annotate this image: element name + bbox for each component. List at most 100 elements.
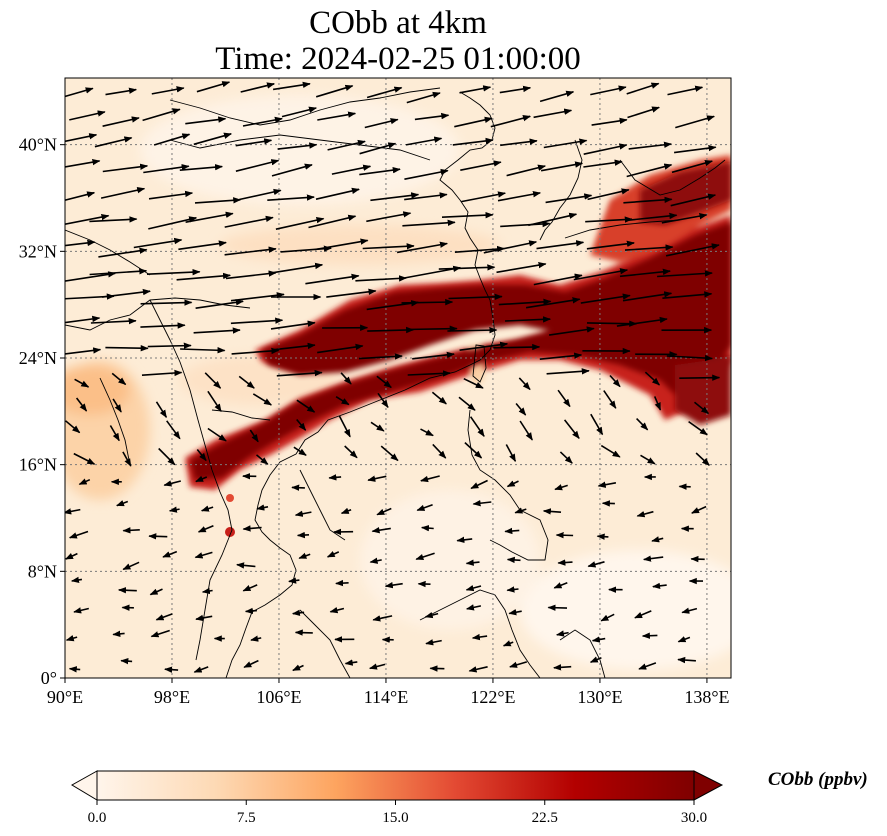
wind-arrow: [514, 507, 527, 514]
wind-arrow: [335, 396, 350, 406]
wind-arrow: [230, 317, 284, 325]
wind-arrow: [155, 613, 173, 621]
wind-arrow: [554, 484, 568, 491]
coastlines: [65, 87, 726, 678]
wind-arrow: [677, 656, 696, 664]
wind-arrow: [148, 533, 168, 540]
wind-arrow: [547, 604, 568, 611]
wind-arrow: [164, 666, 179, 673]
wind-arrow: [590, 413, 604, 436]
wind-arrow: [555, 532, 574, 539]
wind-arrow: [377, 392, 389, 409]
wind-arrow: [460, 160, 502, 171]
wind-arrow: [518, 377, 531, 391]
lon-tick-label: 98°E: [154, 687, 190, 707]
wind-arrow: [146, 268, 201, 276]
wind-arrow: [691, 505, 707, 514]
wind-arrow: [376, 375, 392, 389]
wind-arrow: [404, 192, 448, 201]
wind-arrow: [355, 275, 407, 282]
wind-arrow: [657, 270, 713, 278]
colorbar: 0.0 7.5 15.0 22.5 30.0: [71, 770, 724, 826]
wind-arrow: [65, 508, 81, 515]
lat-tick-label: 8°N: [28, 561, 57, 581]
wind-arrow: [600, 444, 621, 458]
wind-arrow: [464, 442, 483, 459]
wind-arrow: [224, 246, 277, 256]
wind-arrow: [359, 142, 397, 155]
wind-arrow: [366, 211, 412, 223]
wind-vector-field: [65, 81, 721, 673]
wind-arrow: [412, 351, 455, 360]
wind-arrow: [194, 551, 213, 559]
wind-arrow: [627, 106, 660, 119]
wind-arrow: [225, 270, 277, 280]
wind-arrow: [638, 662, 657, 670]
wind-arrow: [616, 316, 668, 327]
wind-arrow: [151, 86, 185, 95]
wind-arrow: [249, 429, 259, 443]
wind-arrow: [163, 480, 181, 487]
wind-arrow: [490, 115, 531, 128]
wind-arrow: [420, 428, 434, 437]
wind-arrow: [497, 191, 541, 202]
wind-arrow: [459, 85, 492, 94]
wind-arrow: [193, 132, 232, 146]
wind-arrow: [644, 371, 660, 386]
wind-arrow: [314, 238, 369, 251]
colorbar-ticks: 0.0 7.5 15.0 22.5 30.0: [88, 800, 707, 826]
wind-arrow: [458, 396, 476, 411]
wind-arrow: [176, 272, 231, 281]
wind-arrow: [243, 659, 259, 669]
wind-arrow: [515, 402, 527, 416]
wind-arrow: [65, 315, 101, 324]
wind-arrow: [364, 118, 399, 129]
wind-arrow: [472, 500, 492, 507]
wind-arrow: [65, 347, 102, 355]
lon-tick-label: 122°E: [470, 687, 515, 707]
wind-arrow: [499, 85, 532, 94]
wind-arrow: [317, 111, 357, 121]
wind-arrow: [468, 666, 488, 673]
wind-arrow: [71, 576, 83, 584]
wind-arrow: [420, 475, 440, 483]
wind-arrow: [340, 372, 352, 385]
wind-arrow: [424, 611, 439, 619]
wind-arrow: [73, 607, 89, 614]
lon-tick-label: 130°E: [577, 687, 622, 707]
wind-arrow: [179, 164, 223, 171]
lat-tick-label: 24°N: [19, 348, 57, 368]
wind-arrow: [609, 374, 621, 388]
wind-arrow: [69, 110, 106, 121]
wind-arrow: [242, 584, 258, 592]
wind-arrow: [626, 163, 673, 178]
wind-arrow: [328, 474, 342, 481]
wind-arrow: [153, 133, 191, 146]
wind-arrow: [504, 316, 551, 323]
wind-arrow: [122, 561, 140, 571]
title-line1: CObb at 4km: [309, 5, 487, 41]
wind-arrow: [250, 635, 262, 642]
wind-arrow: [591, 117, 628, 126]
wind-arrow: [407, 370, 451, 377]
wind-arrow: [367, 475, 387, 482]
wind-arrow: [651, 536, 664, 543]
wind-arrow: [415, 552, 435, 561]
wind-arrow: [384, 581, 403, 589]
lon-tick-label: 106°E: [256, 687, 301, 707]
wind-arrow: [367, 326, 415, 334]
map-panel: [65, 78, 731, 678]
wind-arrow: [270, 320, 316, 330]
wind-arrow: [240, 82, 275, 93]
wind-arrow: [589, 656, 602, 663]
wind-arrow: [695, 452, 710, 466]
wind-arrow: [89, 216, 138, 223]
wind-arrow: [406, 325, 458, 332]
wind-arrow: [109, 425, 120, 442]
wind-arrow: [585, 216, 633, 223]
wind-arrow: [276, 369, 323, 377]
wind-arrow: [653, 396, 662, 411]
wind-arrow: [140, 322, 186, 329]
wind-arrow: [641, 632, 658, 639]
wind-arrow: [587, 561, 605, 568]
